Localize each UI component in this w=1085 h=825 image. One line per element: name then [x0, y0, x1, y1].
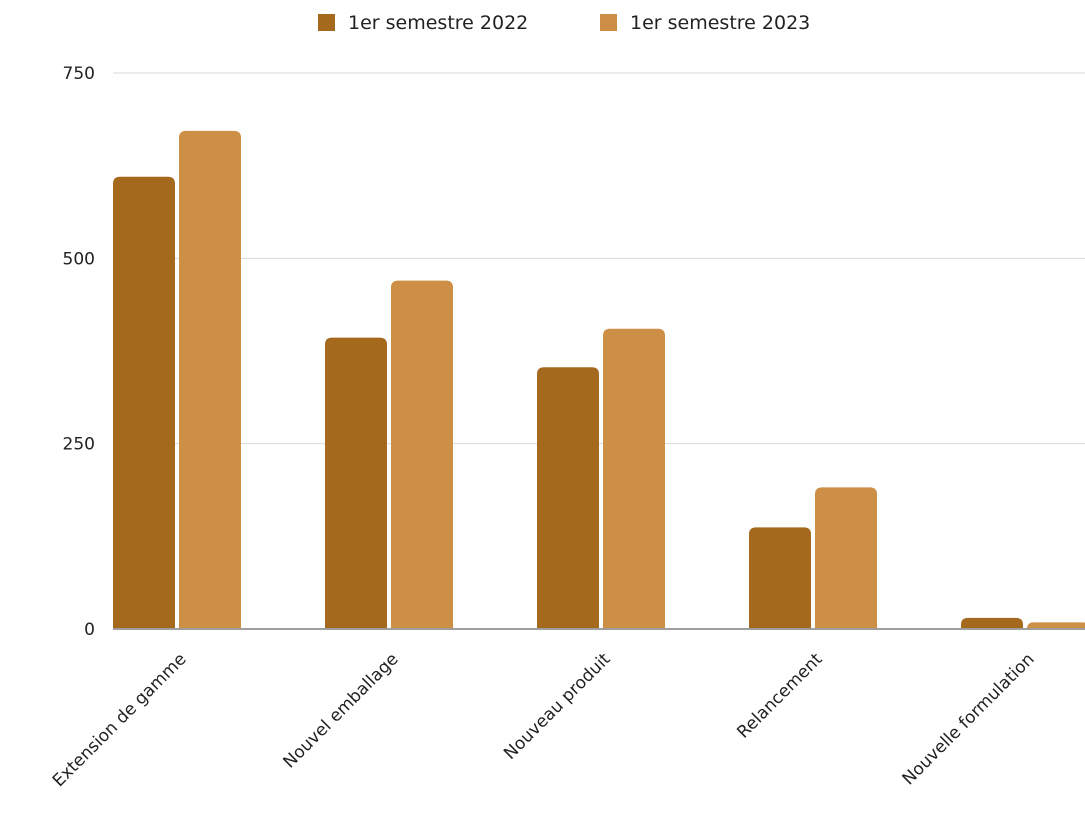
bar-series-2-cat-1: [179, 130, 241, 629]
bar-series-2-cat-3: [603, 328, 665, 629]
x-category-label: Nouveau produit: [500, 649, 615, 764]
bar-series-1-cat-5: [961, 617, 1023, 629]
legend-label-series-1: 1er semestre 2022: [348, 12, 528, 34]
y-tick-label: 750: [63, 64, 95, 84]
legend: 1er semestre 2022 1er semestre 2023: [318, 12, 810, 34]
bar-series-2-cat-5: [1027, 622, 1085, 629]
legend-label-series-2: 1er semestre 2023: [630, 12, 810, 34]
legend-swatch-series-1: [318, 14, 335, 31]
bar-series-1-cat-4: [749, 527, 811, 629]
y-axis-tick-labels: 0 250 500 750: [63, 64, 95, 640]
x-category-label: Nouvel emballage: [280, 649, 403, 772]
y-tick-label: 0: [84, 620, 95, 640]
y-tick-label: 500: [63, 249, 95, 269]
y-tick-label: 250: [63, 435, 95, 455]
bar-series-1-cat-1: [113, 176, 175, 629]
bar-series-2-cat-2: [391, 280, 453, 629]
x-category-label: Extension de gamme: [49, 649, 191, 791]
x-category-label: Nouvelle formulation: [899, 649, 1039, 789]
x-category-label: Relancement: [733, 649, 826, 742]
legend-swatch-series-2: [600, 14, 617, 31]
bar-series-1-cat-3: [537, 367, 599, 629]
bar-series-2-cat-4: [815, 487, 877, 629]
bars: [113, 130, 1085, 629]
x-axis-category-labels: Extension de gamme Nouvel emballage Nouvea…: [49, 649, 1039, 791]
bar-series-1-cat-2: [325, 337, 387, 629]
